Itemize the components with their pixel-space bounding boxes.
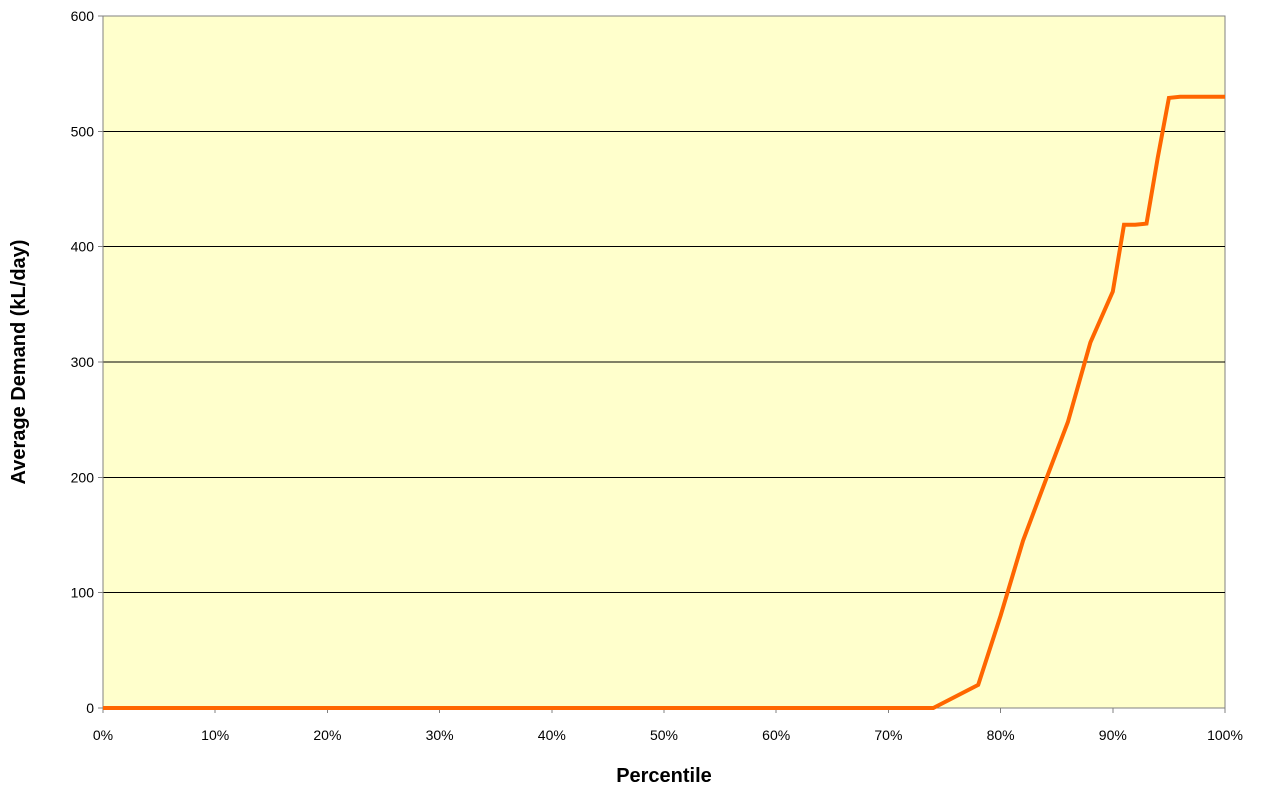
series-group xyxy=(103,94,1225,710)
x-axis-ticks: 0% 10% 20% 30% 40% 50% 60% 70% 80% 90% 100% xyxy=(93,708,1243,743)
y-axis-ticks: 0 100 200 300 400 500 600 xyxy=(71,8,103,716)
x-axis-title: Percentile xyxy=(616,765,712,787)
x-tick-label: 80% xyxy=(987,727,1015,743)
x-tick-label: 50% xyxy=(650,727,678,743)
x-tick-label: 20% xyxy=(313,727,341,743)
x-tick-label: 0% xyxy=(93,727,113,743)
y-tick-label: 200 xyxy=(71,469,95,485)
x-tick-label: 70% xyxy=(874,727,902,743)
x-tick-label: 60% xyxy=(762,727,790,743)
y-tick-label: 0 xyxy=(86,700,94,716)
x-tick-label: 100% xyxy=(1207,727,1243,743)
y-tick-label: 500 xyxy=(71,123,95,139)
series-line xyxy=(103,94,1225,710)
y-tick-label: 300 xyxy=(71,354,95,370)
y-tick-label: 400 xyxy=(71,239,95,255)
x-tick-label: 40% xyxy=(538,727,566,743)
y-tick-label: 100 xyxy=(71,585,95,601)
y-tick-label: 600 xyxy=(71,8,95,24)
x-tick-label: 10% xyxy=(201,727,229,743)
y-axis-title: Average Demand (kL/day) xyxy=(8,240,30,485)
gridlines xyxy=(103,130,1225,594)
x-tick-label: 30% xyxy=(426,727,454,743)
x-tick-label: 90% xyxy=(1099,727,1127,743)
